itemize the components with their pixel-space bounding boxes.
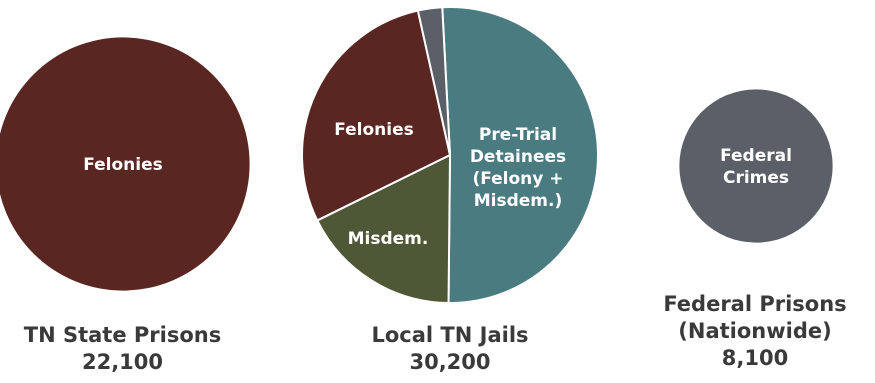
caption-total: 30,200 [409,350,491,374]
caption-title: TN State Prisons [23,323,222,347]
pie-local-tn-jails: Pre-Trial Detainees (Felony + Misdem.) Misde… [301,6,599,304]
caption-title-line-1: Federal Prisons [663,292,847,316]
caption-total: 22,100 [81,350,164,374]
slice-label-felonies: Felonies [83,155,163,175]
caption-federal-prisons: Federal Prisons (Nationwide) 8,100 [640,291,870,372]
pie-tn-state-prisons: Felonies [0,37,250,291]
pie-slice-federal-crimes [679,89,833,243]
pie-federal-prisons: Federal Crimes [679,89,833,243]
caption-total: 8,100 [721,346,789,370]
pie-slice-misdem [316,154,451,304]
caption-title-line-2: (Nationwide) [678,319,832,343]
slice-label-pre-trial-detainees-felony-misdem: Pre-Trial Detainees (Felony + Misdem.) [470,125,566,211]
slice-label-misdem: Misdem. [348,229,429,249]
pie-slice-pre-trial-detainees-felony-misdem [441,6,599,304]
pie-slice-felonies [301,9,451,222]
caption-local-tn-jails: Local TN Jails 30,200 [325,322,575,376]
caption-title: Local TN Jails [371,323,529,347]
pie-slice-felonies [0,37,250,291]
slice-label-federal-crimes: Federal Crimes [720,146,792,188]
slice-label-felonies: Felonies [334,120,414,140]
pie-slice-other [416,6,451,156]
caption-tn-state-prisons: TN State Prisons 22,100 [0,322,245,376]
